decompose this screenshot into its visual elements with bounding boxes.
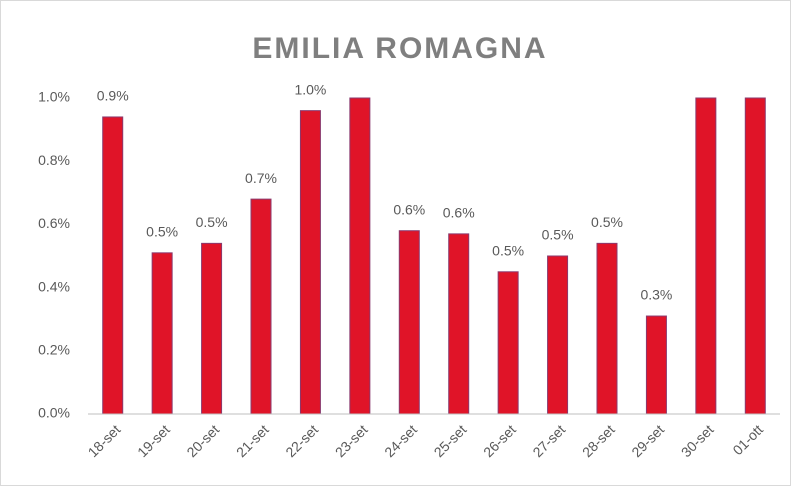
y-tick-label: 0.0% bbox=[38, 405, 70, 421]
data-label: 0.5% bbox=[196, 214, 228, 230]
y-tick-label: 1.0% bbox=[38, 89, 70, 105]
bar bbox=[497, 271, 519, 415]
y-tick-label: 0.2% bbox=[38, 342, 70, 358]
bar bbox=[695, 97, 717, 415]
data-label: 0.5% bbox=[591, 214, 623, 230]
data-label: 0.3% bbox=[640, 287, 672, 303]
bar bbox=[645, 315, 667, 415]
y-tick-label: 0.8% bbox=[38, 152, 70, 168]
data-label: 1.0% bbox=[294, 81, 326, 97]
bar bbox=[102, 116, 124, 415]
chart-title: EMILIA ROMAGNA bbox=[252, 32, 547, 65]
bar bbox=[398, 230, 420, 415]
bar bbox=[201, 242, 223, 415]
bar bbox=[250, 198, 272, 415]
y-tick-label: 0.4% bbox=[38, 278, 70, 294]
y-tick-label: 0.6% bbox=[38, 215, 70, 231]
data-label: 0.7% bbox=[245, 170, 277, 186]
data-label: 0.9% bbox=[97, 88, 129, 104]
bar bbox=[349, 97, 371, 415]
data-label: 0.6% bbox=[443, 205, 475, 221]
data-label: 0.5% bbox=[542, 227, 574, 243]
bar bbox=[448, 233, 470, 415]
bar bbox=[151, 252, 173, 415]
bar bbox=[299, 110, 321, 415]
data-label: 0.6% bbox=[393, 201, 425, 217]
data-label: 0.5% bbox=[146, 224, 178, 240]
bar bbox=[547, 255, 569, 415]
bar bbox=[596, 242, 618, 415]
data-label: 0.5% bbox=[492, 243, 524, 259]
bar bbox=[744, 97, 766, 415]
